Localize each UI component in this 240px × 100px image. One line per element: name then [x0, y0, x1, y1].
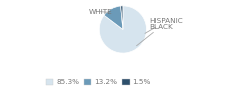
Wedge shape	[104, 6, 123, 30]
Legend: 85.3%, 13.2%, 1.5%: 85.3%, 13.2%, 1.5%	[43, 76, 154, 88]
Text: WHITE: WHITE	[88, 9, 112, 15]
Text: BLACK: BLACK	[137, 24, 173, 46]
Wedge shape	[121, 6, 123, 29]
Text: HISPANIC: HISPANIC	[145, 18, 183, 33]
Wedge shape	[99, 6, 146, 53]
